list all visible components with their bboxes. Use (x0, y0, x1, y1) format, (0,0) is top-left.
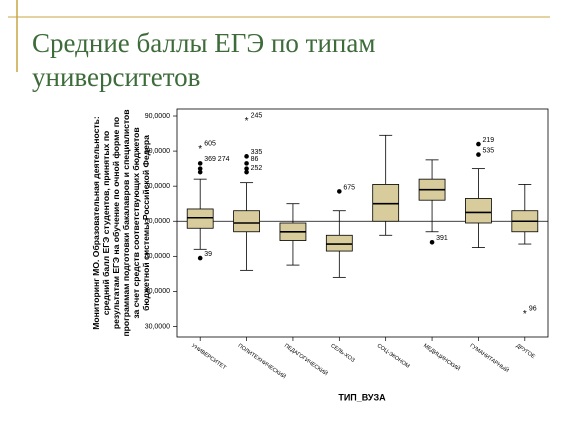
outlier (244, 161, 249, 166)
x-tick-label: МЕДИЦИНСКИЙ (422, 341, 462, 372)
x-tick-label: СОЦ-ЭКОНОМ (376, 343, 411, 370)
outlier (197, 166, 203, 171)
outlier (244, 166, 249, 171)
box (465, 198, 492, 224)
outlier (244, 154, 249, 159)
y-tick-label: 80,0000 (145, 148, 170, 155)
box (325, 234, 353, 252)
outlier-label: 675 (343, 184, 355, 191)
x-tick-label: ПОЛИТЕХНИЧЕСКИЙ (237, 341, 288, 380)
outlier-label: 96 (529, 305, 537, 312)
box (233, 210, 260, 233)
x-tick-label: ДРУГОЕ (515, 343, 536, 360)
y-tick-label: 50,0000 (145, 253, 170, 260)
y-tick-label: 70,0000 (145, 183, 170, 190)
x-tick-label: ПЕДАГОГИЧЕСКИЙ (283, 341, 330, 377)
outlier (244, 169, 249, 175)
outlier (197, 161, 203, 166)
y-axis-label: Мониторинг МО. Образовательная деятельно… (91, 109, 151, 337)
x-tick-label: ГУМАНИТАРНЫЙ (468, 341, 510, 374)
outlier (197, 169, 203, 175)
outlier-label: 252 (251, 165, 263, 172)
x-tick-label: УНИВЕРСИТЕТ (190, 343, 227, 372)
box (372, 184, 400, 222)
outlier-label: 369 274 (204, 156, 229, 163)
plot-frame (176, 108, 549, 338)
outlier: * (198, 144, 202, 155)
outlier-label: 219 (482, 137, 494, 144)
outlier-label: 535 (482, 147, 494, 154)
outlier-label: 39 (204, 251, 212, 258)
box (186, 208, 214, 229)
y-tick-label: 90,0000 (145, 113, 170, 120)
y-tick-label: 60,0000 (145, 218, 170, 225)
x-tick-label: СЕЛЬ-ХОЗ (329, 343, 356, 364)
outlier-label: 335 (251, 149, 263, 156)
y-tick-label: 40,0000 (145, 288, 170, 295)
outlier: * (245, 116, 249, 127)
outlier (337, 189, 342, 194)
outlier (429, 239, 435, 245)
outlier-label: 245 (251, 112, 263, 119)
x-axis-label: ТИП_ВУЗА (338, 392, 386, 402)
outlier-label: 605 (204, 140, 216, 147)
slide-title: Средние баллы ЕГЭ по типам университетов (32, 28, 376, 92)
outlier (476, 152, 481, 157)
outlier-label: 391 (436, 235, 448, 242)
outlier (197, 255, 203, 261)
outlier-label: 86 (251, 156, 259, 163)
outlier: * (523, 309, 527, 320)
y-tick-label: 30,0000 (145, 323, 170, 330)
outlier (476, 141, 481, 147)
